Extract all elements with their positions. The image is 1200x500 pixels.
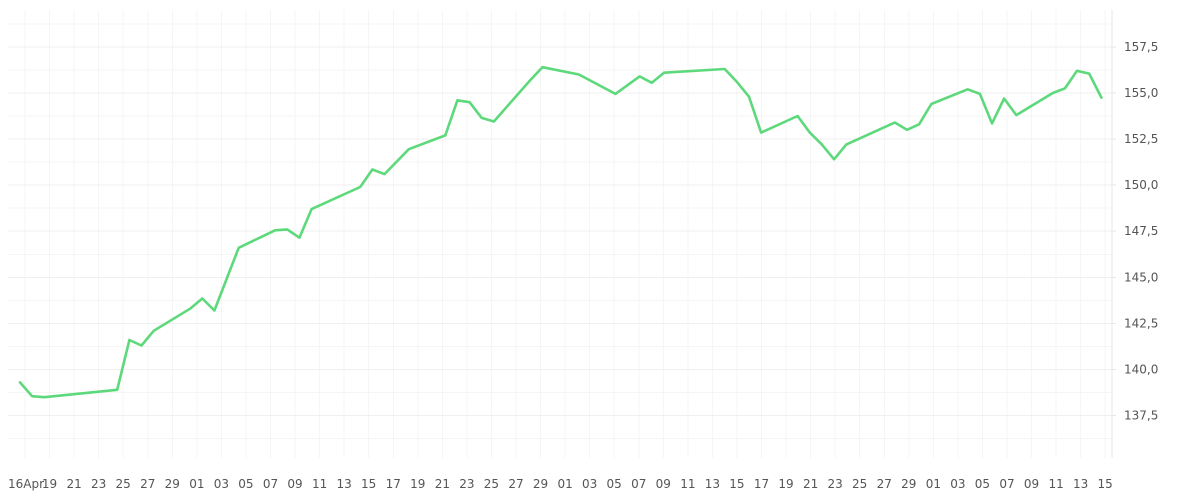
x-tick-label: 09 xyxy=(1024,477,1039,491)
x-tick-label: 27 xyxy=(877,477,892,491)
x-tick-label: 23 xyxy=(459,477,474,491)
x-tick-label: 13 xyxy=(1073,477,1088,491)
x-tick-label: 03 xyxy=(950,477,965,491)
y-tick-label: 155,0 xyxy=(1124,86,1158,100)
x-tick-label: 09 xyxy=(287,477,302,491)
x-tick-label: 07 xyxy=(263,477,278,491)
x-tick-label: 05 xyxy=(607,477,622,491)
series-line xyxy=(18,65,1103,399)
y-tick-label: 147,5 xyxy=(1124,224,1158,238)
series-layer xyxy=(18,65,1103,399)
x-tick-label: 27 xyxy=(140,477,155,491)
x-tick-label: 25 xyxy=(484,477,499,491)
x-tick-label: 11 xyxy=(312,477,327,491)
x-tick-label: 29 xyxy=(901,477,916,491)
x-tick-label: 17 xyxy=(754,477,769,491)
y-tick-label: 150,0 xyxy=(1124,178,1158,192)
x-tick-label: 05 xyxy=(975,477,990,491)
x-tick-label: 11 xyxy=(680,477,695,491)
x-tick-label: 21 xyxy=(435,477,450,491)
x-tick-label: 01 xyxy=(557,477,572,491)
x-tick-label: 07 xyxy=(631,477,646,491)
x-tick-label: 15 xyxy=(1098,477,1113,491)
y-tick-label: 145,0 xyxy=(1124,270,1158,284)
y-tick-label: 142,5 xyxy=(1124,316,1158,330)
x-tick-label: 13 xyxy=(705,477,720,491)
y-tick-label: 140,0 xyxy=(1124,363,1158,377)
x-tick-label: 17 xyxy=(386,477,401,491)
y-tick-label: 157,5 xyxy=(1124,40,1158,54)
x-tick-label: 15 xyxy=(361,477,376,491)
x-tick-label: 16Apr xyxy=(8,477,44,491)
x-tick-label: 01 xyxy=(189,477,204,491)
y-tick-label: 137,5 xyxy=(1124,409,1158,423)
y-axis: 137,5 140,0 142,5 145,0 147,5 150,0 152,5 155,0… xyxy=(1111,10,1158,458)
x-tick-label: 19 xyxy=(778,477,793,491)
x-tick-label: 27 xyxy=(508,477,523,491)
x-tick-label: 15 xyxy=(729,477,744,491)
x-tick-label: 23 xyxy=(91,477,106,491)
x-tick-label: 09 xyxy=(656,477,671,491)
x-tick-label: 19 xyxy=(410,477,425,491)
x-tick-label: 29 xyxy=(165,477,180,491)
grid xyxy=(8,10,1112,458)
x-tick-label: 25 xyxy=(852,477,867,491)
x-tick-label: 05 xyxy=(238,477,253,491)
x-tick-label: 19 xyxy=(42,477,57,491)
x-tick-label: 29 xyxy=(533,477,548,491)
x-tick-label: 03 xyxy=(214,477,229,491)
x-tick-label: 07 xyxy=(999,477,1014,491)
x-tick-label: 21 xyxy=(803,477,818,491)
x-tick-label: 01 xyxy=(926,477,941,491)
x-tick-label: 25 xyxy=(116,477,131,491)
x-tick-label: 11 xyxy=(1048,477,1063,491)
y-tick-label: 152,5 xyxy=(1124,132,1158,146)
x-tick-label: 13 xyxy=(337,477,352,491)
x-tick-label: 21 xyxy=(66,477,81,491)
x-tick-label: 23 xyxy=(828,477,843,491)
x-tick-label: 03 xyxy=(582,477,597,491)
